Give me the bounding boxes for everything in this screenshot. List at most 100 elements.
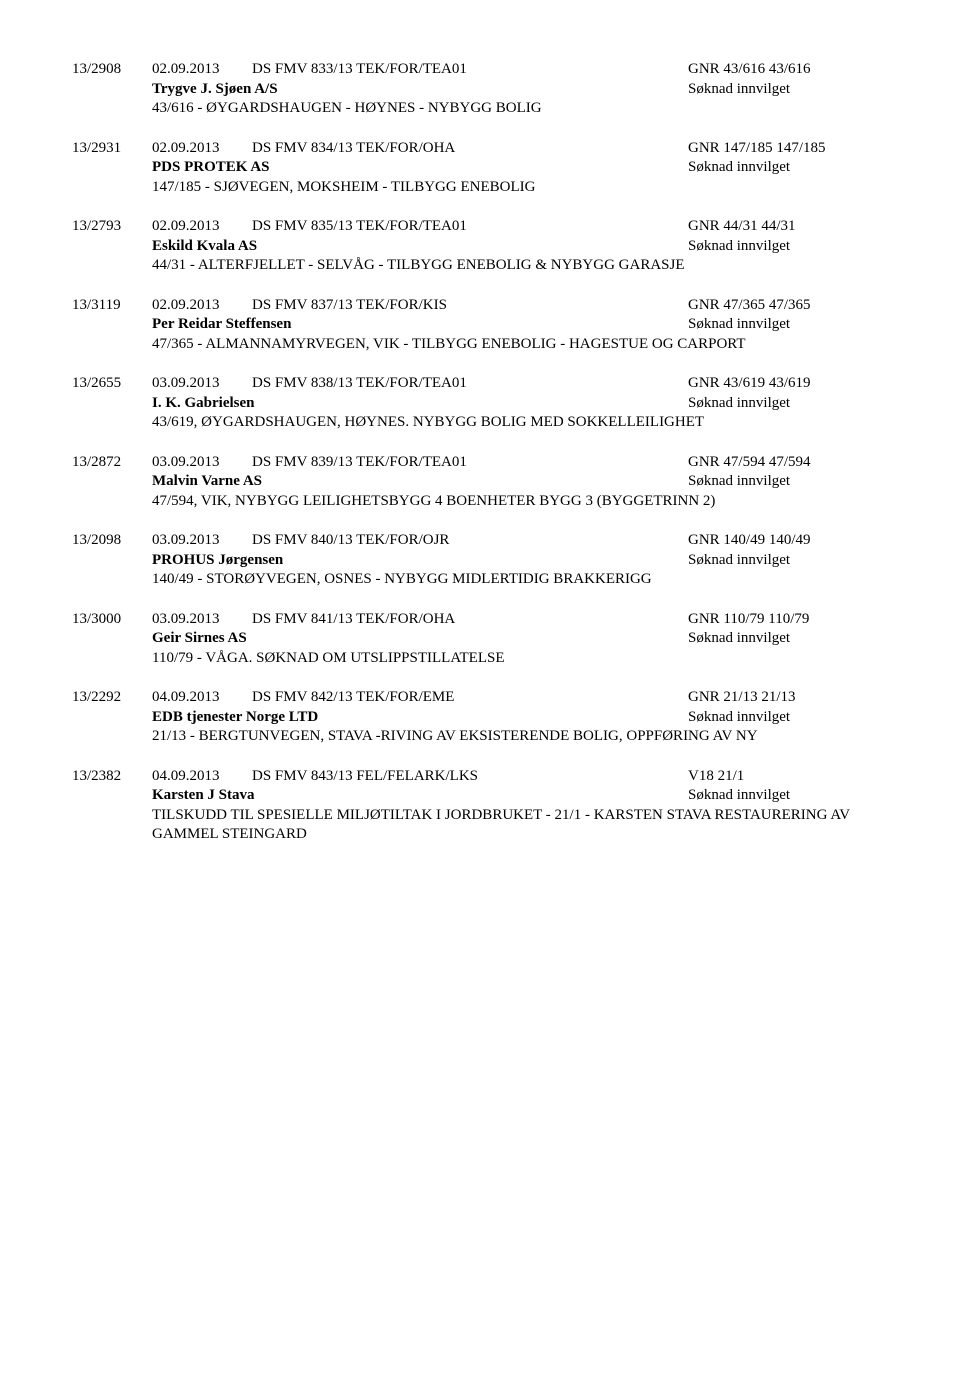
- case-date: 02.09.2013: [152, 139, 252, 159]
- case-number: 13/2655: [72, 374, 152, 394]
- document-reference: DS FMV 840/13 TEK/FOR/OJR: [252, 531, 688, 551]
- applicant-row: I. K. GabrielsenSøknad innvilget: [72, 394, 888, 414]
- application-status: Søknad innvilget: [688, 237, 888, 257]
- document-list: 13/290802.09.2013DS FMV 833/13 TEK/FOR/T…: [72, 60, 888, 845]
- applicant-name: PDS PROTEK AS: [152, 158, 688, 178]
- application-status: Søknad innvilget: [688, 786, 888, 806]
- case-date: 02.09.2013: [152, 217, 252, 237]
- case-date: 02.09.2013: [152, 296, 252, 316]
- case-header-row: 13/290802.09.2013DS FMV 833/13 TEK/FOR/T…: [72, 60, 888, 80]
- case-entry: 13/265503.09.2013DS FMV 838/13 TEK/FOR/T…: [72, 374, 888, 433]
- applicant-row: Malvin Varne ASSøknad innvilget: [72, 472, 888, 492]
- gnr-reference: GNR 43/616 43/616: [688, 60, 888, 80]
- application-status: Søknad innvilget: [688, 315, 888, 335]
- case-date: 04.09.2013: [152, 767, 252, 787]
- document-reference: DS FMV 841/13 TEK/FOR/OHA: [252, 610, 688, 630]
- application-status: Søknad innvilget: [688, 708, 888, 728]
- applicant-name: PROHUS Jørgensen: [152, 551, 688, 571]
- case-header-row: 13/279302.09.2013DS FMV 835/13 TEK/FOR/T…: [72, 217, 888, 237]
- gnr-reference: GNR 140/49 140/49: [688, 531, 888, 551]
- applicant-name: Trygve J. Sjøen A/S: [152, 80, 688, 100]
- case-date: 03.09.2013: [152, 453, 252, 473]
- case-description: 44/31 - ALTERFJELLET - SELVÅG - TILBYGG …: [72, 256, 888, 276]
- case-description: 110/79 - VÅGA. SØKNAD OM UTSLIPPSTILLATE…: [72, 649, 888, 669]
- document-reference: DS FMV 842/13 TEK/FOR/EME: [252, 688, 688, 708]
- applicant-row: PDS PROTEK ASSøknad innvilget: [72, 158, 888, 178]
- case-entry: 13/300003.09.2013DS FMV 841/13 TEK/FOR/O…: [72, 610, 888, 669]
- applicant-name: Eskild Kvala AS: [152, 237, 688, 257]
- gnr-reference: V18 21/1: [688, 767, 888, 787]
- case-entry: 13/229204.09.2013DS FMV 842/13 TEK/FOR/E…: [72, 688, 888, 747]
- applicant-name: Malvin Varne AS: [152, 472, 688, 492]
- document-reference: DS FMV 835/13 TEK/FOR/TEA01: [252, 217, 688, 237]
- case-description: TILSKUDD TIL SPESIELLE MILJØTILTAK I JOR…: [72, 806, 888, 845]
- case-number: 13/2872: [72, 453, 152, 473]
- case-entry: 13/293102.09.2013DS FMV 834/13 TEK/FOR/O…: [72, 139, 888, 198]
- case-header-row: 13/209803.09.2013DS FMV 840/13 TEK/FOR/O…: [72, 531, 888, 551]
- case-description: 140/49 - STORØYVEGEN, OSNES - NYBYGG MID…: [72, 570, 888, 590]
- applicant-row: Karsten J StavaSøknad innvilget: [72, 786, 888, 806]
- application-status: Søknad innvilget: [688, 629, 888, 649]
- case-number: 13/2908: [72, 60, 152, 80]
- applicant-row: Per Reidar SteffensenSøknad innvilget: [72, 315, 888, 335]
- applicant-name: I. K. Gabrielsen: [152, 394, 688, 414]
- applicant-name: EDB tjenester Norge LTD: [152, 708, 688, 728]
- case-description: 47/594, VIK, NYBYGG LEILIGHETSBYGG 4 BOE…: [72, 492, 888, 512]
- case-entry: 13/209803.09.2013DS FMV 840/13 TEK/FOR/O…: [72, 531, 888, 590]
- case-description: 47/365 - ALMANNAMYRVEGEN, VIK - TILBYGG …: [72, 335, 888, 355]
- document-reference: DS FMV 843/13 FEL/FELARK/LKS: [252, 767, 688, 787]
- case-description: 21/13 - BERGTUNVEGEN, STAVA -RIVING AV E…: [72, 727, 888, 747]
- case-header-row: 13/300003.09.2013DS FMV 841/13 TEK/FOR/O…: [72, 610, 888, 630]
- case-date: 03.09.2013: [152, 610, 252, 630]
- applicant-row: Eskild Kvala ASSøknad innvilget: [72, 237, 888, 257]
- case-number: 13/2098: [72, 531, 152, 551]
- case-entry: 13/287203.09.2013DS FMV 839/13 TEK/FOR/T…: [72, 453, 888, 512]
- case-description: 147/185 - SJØVEGEN, MOKSHEIM - TILBYGG E…: [72, 178, 888, 198]
- gnr-reference: GNR 147/185 147/185: [688, 139, 888, 159]
- case-date: 02.09.2013: [152, 60, 252, 80]
- gnr-reference: GNR 44/31 44/31: [688, 217, 888, 237]
- application-status: Søknad innvilget: [688, 551, 888, 571]
- applicant-row: EDB tjenester Norge LTDSøknad innvilget: [72, 708, 888, 728]
- case-header-row: 13/265503.09.2013DS FMV 838/13 TEK/FOR/T…: [72, 374, 888, 394]
- case-entry: 13/279302.09.2013DS FMV 835/13 TEK/FOR/T…: [72, 217, 888, 276]
- applicant-row: Trygve J. Sjøen A/SSøknad innvilget: [72, 80, 888, 100]
- gnr-reference: GNR 43/619 43/619: [688, 374, 888, 394]
- gnr-reference: GNR 21/13 21/13: [688, 688, 888, 708]
- case-date: 04.09.2013: [152, 688, 252, 708]
- gnr-reference: GNR 47/594 47/594: [688, 453, 888, 473]
- case-number: 13/2382: [72, 767, 152, 787]
- case-description: 43/616 - ØYGARDSHAUGEN - HØYNES - NYBYGG…: [72, 99, 888, 119]
- case-header-row: 13/311902.09.2013DS FMV 837/13 TEK/FOR/K…: [72, 296, 888, 316]
- applicant-row: PROHUS JørgensenSøknad innvilget: [72, 551, 888, 571]
- case-number: 13/3119: [72, 296, 152, 316]
- case-description: 43/619, ØYGARDSHAUGEN, HØYNES. NYBYGG BO…: [72, 413, 888, 433]
- document-reference: DS FMV 834/13 TEK/FOR/OHA: [252, 139, 688, 159]
- applicant-row: Geir Sirnes ASSøknad innvilget: [72, 629, 888, 649]
- case-header-row: 13/287203.09.2013DS FMV 839/13 TEK/FOR/T…: [72, 453, 888, 473]
- case-entry: 13/311902.09.2013DS FMV 837/13 TEK/FOR/K…: [72, 296, 888, 355]
- application-status: Søknad innvilget: [688, 158, 888, 178]
- document-reference: DS FMV 833/13 TEK/FOR/TEA01: [252, 60, 688, 80]
- case-header-row: 13/238204.09.2013DS FMV 843/13 FEL/FELAR…: [72, 767, 888, 787]
- application-status: Søknad innvilget: [688, 472, 888, 492]
- case-date: 03.09.2013: [152, 374, 252, 394]
- case-entry: 13/238204.09.2013DS FMV 843/13 FEL/FELAR…: [72, 767, 888, 845]
- case-number: 13/2292: [72, 688, 152, 708]
- applicant-name: Geir Sirnes AS: [152, 629, 688, 649]
- application-status: Søknad innvilget: [688, 80, 888, 100]
- case-entry: 13/290802.09.2013DS FMV 833/13 TEK/FOR/T…: [72, 60, 888, 119]
- applicant-name: Karsten J Stava: [152, 786, 688, 806]
- case-number: 13/2793: [72, 217, 152, 237]
- case-number: 13/3000: [72, 610, 152, 630]
- application-status: Søknad innvilget: [688, 394, 888, 414]
- applicant-name: Per Reidar Steffensen: [152, 315, 688, 335]
- document-reference: DS FMV 838/13 TEK/FOR/TEA01: [252, 374, 688, 394]
- case-number: 13/2931: [72, 139, 152, 159]
- gnr-reference: GNR 47/365 47/365: [688, 296, 888, 316]
- case-header-row: 13/229204.09.2013DS FMV 842/13 TEK/FOR/E…: [72, 688, 888, 708]
- case-date: 03.09.2013: [152, 531, 252, 551]
- document-reference: DS FMV 839/13 TEK/FOR/TEA01: [252, 453, 688, 473]
- gnr-reference: GNR 110/79 110/79: [688, 610, 888, 630]
- document-reference: DS FMV 837/13 TEK/FOR/KIS: [252, 296, 688, 316]
